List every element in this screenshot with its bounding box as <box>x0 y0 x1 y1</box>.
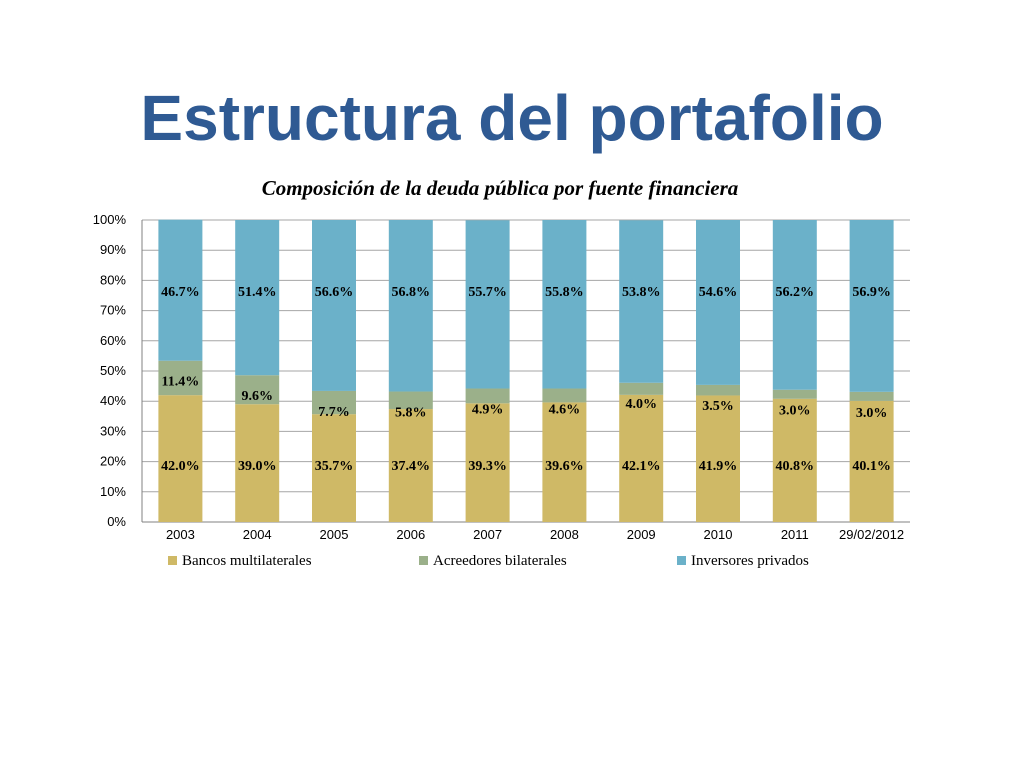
data-label: 42.1% <box>622 459 661 474</box>
data-label: 4.9% <box>472 403 504 418</box>
bar-segment <box>235 375 280 405</box>
x-tick-label: 2007 <box>473 527 502 542</box>
data-label: 40.1% <box>852 459 891 474</box>
bar-segment <box>619 382 664 395</box>
y-tick-label: 50% <box>100 363 126 378</box>
bar-segment <box>772 220 817 390</box>
y-tick-label: 80% <box>100 272 126 287</box>
bar-segment <box>465 403 510 522</box>
bar-segment <box>312 414 356 522</box>
y-tick-label: 10% <box>100 484 126 499</box>
y-tick-label: 40% <box>100 393 126 408</box>
data-label: 56.8% <box>392 285 431 300</box>
bar-segment <box>235 220 280 376</box>
y-tick-label: 100% <box>93 212 127 227</box>
legend-label: Bancos multilaterales <box>182 553 312 569</box>
data-label: 53.8% <box>622 285 661 300</box>
bar-segment <box>388 409 433 522</box>
data-label: 56.9% <box>852 285 891 300</box>
bar-segment <box>388 391 433 410</box>
data-label: 5.8% <box>395 406 427 421</box>
bar-segment <box>542 402 587 522</box>
data-label: 9.6% <box>241 389 273 404</box>
data-label: 55.8% <box>545 285 584 300</box>
page-title: Estructura del portafolio <box>140 82 884 154</box>
bar-segment <box>158 360 203 396</box>
data-label: 3.0% <box>856 406 888 421</box>
data-label: 11.4% <box>162 375 200 390</box>
data-label: 35.7% <box>315 459 354 474</box>
data-label: 41.9% <box>699 459 738 474</box>
data-label: 42.0% <box>161 459 200 474</box>
bar-segment <box>696 220 740 385</box>
bar-segment <box>849 220 894 392</box>
data-label: 55.7% <box>468 285 507 300</box>
bar-segment <box>772 389 817 399</box>
legend-swatch <box>168 556 177 565</box>
legend-label: Acreedores bilaterales <box>433 553 567 569</box>
y-tick-label: 0% <box>107 514 126 529</box>
data-label: 56.6% <box>315 285 354 300</box>
y-tick-label: 60% <box>100 333 126 348</box>
data-label: 3.5% <box>702 399 734 414</box>
y-tick-label: 90% <box>100 242 126 257</box>
bar-segment <box>312 390 356 415</box>
bar-segment <box>465 388 510 404</box>
data-label: 40.8% <box>776 459 815 474</box>
data-label: 39.6% <box>545 459 584 474</box>
bar-segment <box>696 395 740 522</box>
x-tick-label: 2003 <box>166 527 195 542</box>
x-tick-label: 2006 <box>396 527 425 542</box>
bar-segment <box>619 220 664 383</box>
bar-segment <box>158 219 203 361</box>
bar-segment <box>849 400 894 522</box>
bar-segment <box>772 398 817 522</box>
data-label: 54.6% <box>699 285 738 300</box>
data-label: 4.0% <box>625 397 657 412</box>
chart-title: Composición de la deuda pública por fuen… <box>261 176 739 200</box>
bar-segment <box>696 384 740 396</box>
bar-segment <box>312 220 356 391</box>
y-tick-label: 30% <box>100 423 126 438</box>
x-tick-label: 2004 <box>243 527 272 542</box>
data-label: 46.7% <box>161 285 200 300</box>
y-tick-label: 20% <box>100 454 126 469</box>
data-label: 4.6% <box>549 403 581 418</box>
x-tick-label: 2005 <box>320 527 349 542</box>
data-label: 51.4% <box>238 285 277 300</box>
bar-segment <box>158 395 203 522</box>
data-label: 7.7% <box>318 405 350 420</box>
data-label: 39.0% <box>238 459 277 474</box>
y-tick-label: 70% <box>100 303 126 318</box>
bar-segment <box>849 391 894 401</box>
bar-segment <box>542 220 587 389</box>
x-tick-label: 2009 <box>627 527 656 542</box>
legend-swatch <box>419 556 428 565</box>
x-tick-label: 2008 <box>550 527 579 542</box>
legend-label: Inversores privados <box>691 553 809 569</box>
bar-segment <box>465 220 510 389</box>
x-tick-label: 29/02/2012 <box>839 527 904 542</box>
bar-segment <box>619 394 664 522</box>
x-tick-label: 2010 <box>704 527 733 542</box>
x-tick-label: 2011 <box>781 527 809 542</box>
data-label: 56.2% <box>776 285 815 300</box>
data-label: 3.0% <box>779 404 811 419</box>
bar-segment <box>388 220 433 392</box>
bar-segment <box>542 388 587 403</box>
legend-swatch <box>677 556 686 565</box>
bar-segment <box>235 404 280 522</box>
data-label: 39.3% <box>468 459 507 474</box>
data-label: 37.4% <box>392 459 431 474</box>
